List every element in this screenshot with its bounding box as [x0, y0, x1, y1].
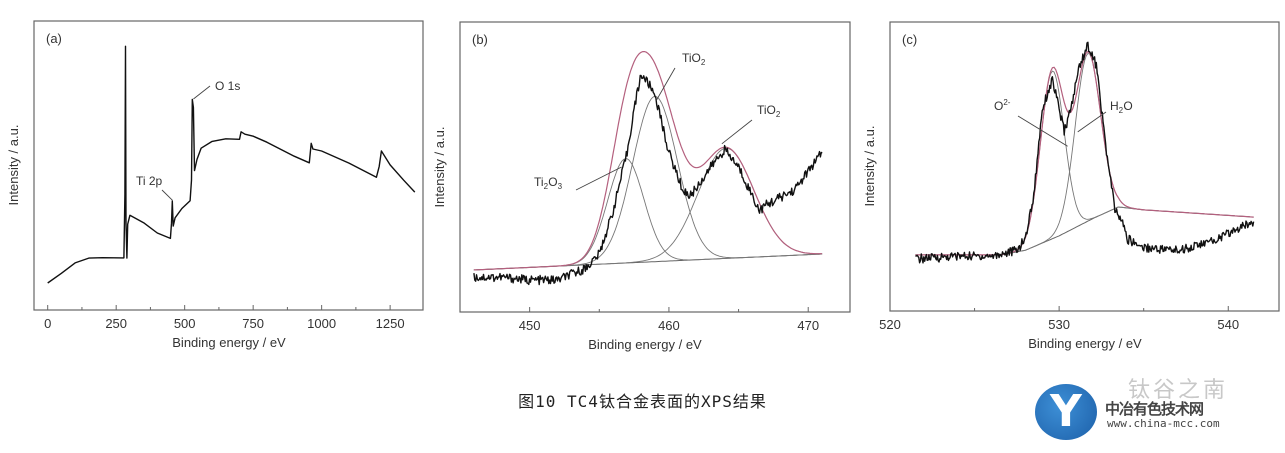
fit-envelope [915, 50, 1254, 256]
x-tick-label: 750 [242, 316, 264, 331]
x-tick-label: 460 [658, 318, 680, 333]
annotation-label-part: TiO [757, 103, 776, 117]
annotation-label: Ti2 O3 [534, 175, 563, 191]
figure-caption: 图10 TC4钛合金表面的XPS结果 [518, 392, 767, 411]
x-axis-label: Binding energy / eV [588, 337, 702, 352]
x-tick-label: 520 [879, 317, 901, 332]
plot-frame [459, 21, 851, 313]
logo-url: www.china-mcc.com [1107, 417, 1220, 430]
annotation-label-part: 2 [701, 58, 706, 67]
annotation-leader-line [656, 67, 676, 101]
panel-label: (a) [46, 31, 62, 46]
annotation-label-part: 2 [776, 110, 781, 119]
chart-panel-b: 450 460 470 Binding energy / eV Intensity / … [432, 21, 851, 352]
annotation-label-part: H [1110, 99, 1119, 113]
x-tick-label: 0 [44, 316, 51, 331]
annotation-leader-line [1077, 111, 1107, 133]
chart-panel-a: 0 250 500 750 1000 1250 Binding energy / eV Int… [6, 20, 424, 350]
component-peak-o2 [915, 70, 1254, 256]
annotation-label-part: T [534, 175, 542, 189]
y-axis-label: Intensity / a.u. [862, 126, 877, 207]
x-tick-label: 450 [519, 318, 541, 333]
annotation-leader-line [1017, 115, 1068, 147]
raw-spectrum-line [473, 74, 823, 286]
panel-label: (c) [902, 32, 917, 47]
raw-spectrum-line [47, 45, 416, 284]
annotation-label-part: 2 [544, 182, 549, 191]
annotation-leader-line [193, 85, 211, 100]
annotation-label: H2 O [1110, 99, 1133, 115]
logo-globe-icon [1035, 384, 1097, 440]
logo-name: 中冶有色技术网 [1105, 401, 1204, 418]
y-axis-label: Intensity / a.u. [432, 127, 447, 208]
logo-letter: Y [1050, 386, 1082, 437]
annotation-leader-line [161, 189, 173, 201]
x-tick-label: 1000 [307, 316, 336, 331]
chart-panel-c: 520 530 540 Binding energy / eV Intensity / … [862, 21, 1280, 351]
annotation-label: O 1s [215, 79, 240, 93]
component-peak-h2o [915, 52, 1254, 256]
plot-frame [33, 20, 424, 311]
x-axis-label: Binding energy / eV [172, 335, 286, 350]
raw-spectrum-line [915, 41, 1255, 264]
x-tick-label: 470 [797, 318, 819, 333]
annotation-label: Ti 2p [136, 174, 163, 188]
x-tick-label: 1250 [376, 316, 405, 331]
component-peak-ti2o3 [473, 158, 823, 271]
annotation-label-part: 3 [558, 182, 563, 191]
annotation-label-part: O [994, 99, 1003, 113]
annotation-label-part: O [548, 175, 557, 189]
annotation-leader-line [721, 119, 753, 145]
x-tick-label: 540 [1217, 317, 1239, 332]
annotation-label-part: 2- [1003, 98, 1010, 107]
annotation-label-part: O [1123, 99, 1132, 113]
plot-frame [889, 21, 1280, 312]
y-axis-label: Intensity / a.u. [6, 125, 21, 206]
x-tick-label: 250 [105, 316, 127, 331]
component-peak-tio2 [473, 95, 823, 271]
annotation-label: O2- [994, 98, 1011, 113]
panel-label: (b) [472, 32, 488, 47]
fit-envelope [473, 51, 823, 271]
x-tick-label: 500 [174, 316, 196, 331]
x-axis-label: Binding energy / eV [1028, 336, 1142, 351]
annotation-label: TiO2 [757, 103, 781, 119]
annotation-label-part: TiO [682, 51, 701, 65]
annotation-label: TiO2 [682, 51, 706, 67]
watermark: 钛谷之南 [1128, 378, 1229, 403]
annotation-label-part: i [541, 175, 544, 189]
x-tick-label: 530 [1048, 317, 1070, 332]
annotation-label-part: 2 [1119, 106, 1124, 115]
annotation-leader-line [575, 166, 622, 191]
component-peak-tio2 [473, 147, 823, 271]
